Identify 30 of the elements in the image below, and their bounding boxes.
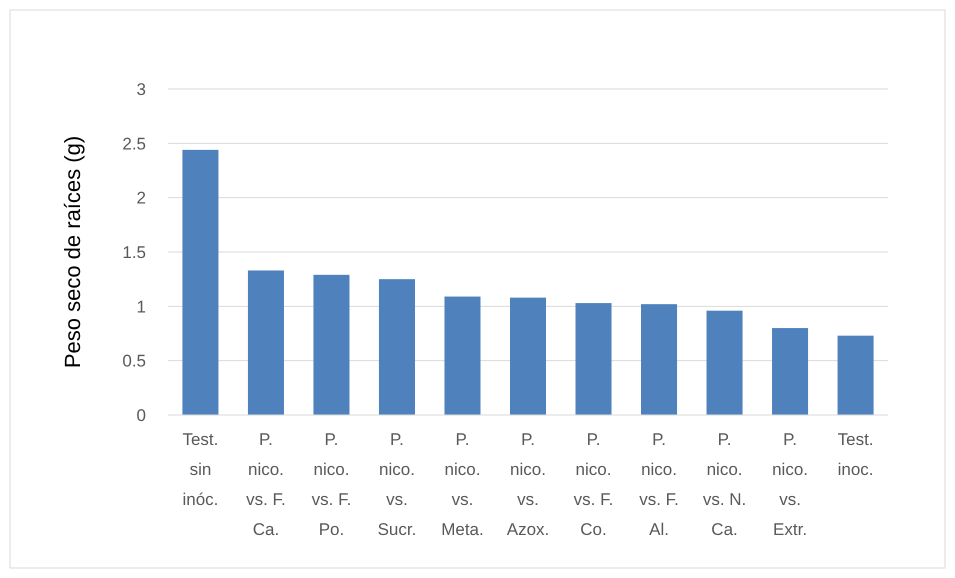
bar [510, 298, 546, 415]
y-tick-label: 1 [136, 297, 146, 316]
x-tick-label: P. nico. vs. Meta. [441, 430, 484, 539]
bar [378, 279, 415, 415]
bar [641, 304, 678, 415]
x-tick-label: P. nico. vs. F. Ca. [246, 430, 286, 539]
x-tick-label: P. nico. vs. N. Ca. [702, 430, 746, 539]
x-tick-label: P. nico. vs. F. Po. [312, 430, 352, 539]
y-tick-label: 2.5 [122, 134, 146, 154]
y-axis-title: Peso seco de raíces (g) [60, 136, 85, 368]
x-tick-label: P. nico. vs. Extr. [772, 430, 808, 539]
x-tick-label: P. nico. vs. F. Co. [574, 430, 614, 539]
x-tick-label: Test. sin inóc. [182, 430, 218, 509]
bar [444, 296, 481, 415]
x-tick-label: P. nico. vs. Azox. [506, 430, 550, 539]
x-tick-label: Test. inoc. [838, 430, 874, 479]
bar [248, 270, 284, 415]
bar [772, 328, 808, 415]
bar [182, 150, 218, 415]
y-tick-label: 2 [136, 188, 146, 208]
y-tick-label: 0.5 [122, 352, 146, 371]
bar [313, 274, 350, 415]
bar [706, 310, 743, 415]
bar [576, 303, 612, 415]
x-tick-label: P. nico. vs. F. Al. [639, 430, 679, 539]
x-tick-label: P. nico. vs. Sucr. [378, 430, 416, 539]
y-tick-label: 0 [136, 406, 146, 425]
bar [838, 336, 874, 415]
y-tick-label: 3 [136, 80, 146, 99]
y-tick-label: 1.5 [122, 242, 146, 262]
